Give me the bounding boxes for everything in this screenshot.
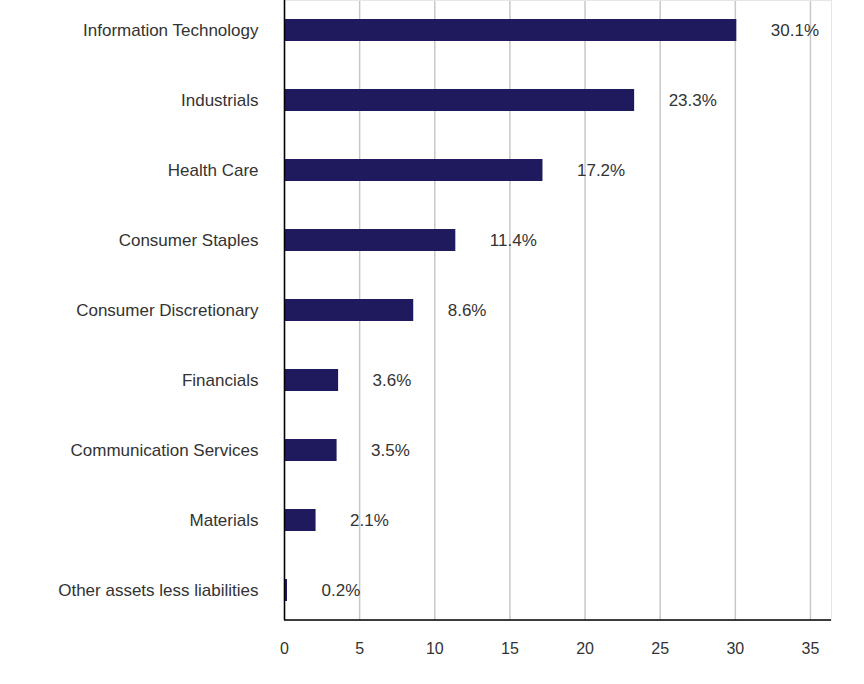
svg-text:35: 35 xyxy=(802,640,820,657)
svg-text:Communication Services: Communication Services xyxy=(70,441,258,460)
svg-text:Health Care: Health Care xyxy=(168,161,259,180)
svg-text:10: 10 xyxy=(426,640,444,657)
svg-text:17.2%: 17.2% xyxy=(577,161,625,180)
svg-text:30.1%: 30.1% xyxy=(771,21,819,40)
svg-text:30: 30 xyxy=(726,640,744,657)
svg-text:Consumer Staples: Consumer Staples xyxy=(119,231,259,250)
svg-text:23.3%: 23.3% xyxy=(669,91,717,110)
svg-text:3.5%: 3.5% xyxy=(371,441,410,460)
svg-text:0.2%: 0.2% xyxy=(322,581,361,600)
svg-text:0: 0 xyxy=(280,640,289,657)
svg-text:3.6%: 3.6% xyxy=(373,371,412,390)
svg-text:8.6%: 8.6% xyxy=(448,301,487,320)
svg-text:5: 5 xyxy=(355,640,364,657)
svg-text:2.1%: 2.1% xyxy=(350,511,389,530)
svg-text:11.4%: 11.4% xyxy=(490,231,537,250)
svg-text:Consumer Discretionary: Consumer Discretionary xyxy=(76,301,259,320)
svg-text:15: 15 xyxy=(501,640,519,657)
svg-text:25: 25 xyxy=(651,640,669,657)
svg-text:Other assets less liabilities: Other assets less liabilities xyxy=(58,581,258,600)
svg-text:Industrials: Industrials xyxy=(181,91,258,110)
svg-text:Financials: Financials xyxy=(182,371,259,390)
svg-text:Information Technology: Information Technology xyxy=(83,21,259,40)
svg-text:Materials: Materials xyxy=(190,511,259,530)
svg-text:20: 20 xyxy=(576,640,594,657)
